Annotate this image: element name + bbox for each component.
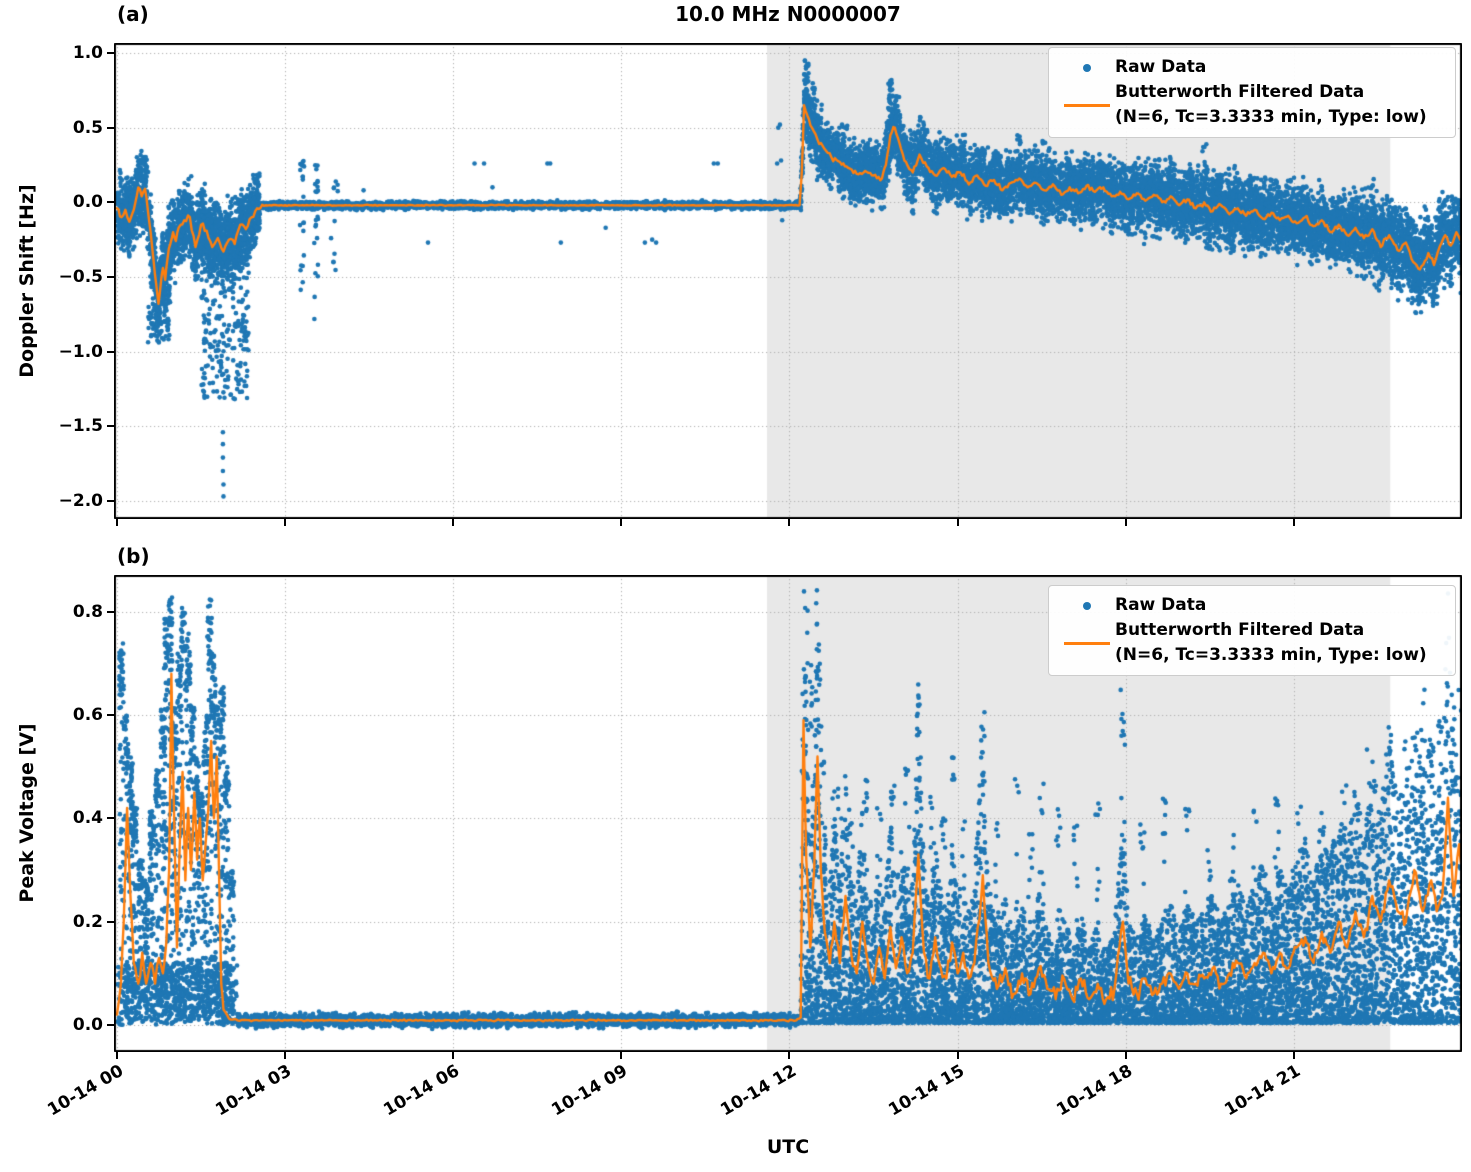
y-tick-label: 0.0 — [72, 1015, 103, 1035]
filtered-data-marker-icon — [1064, 104, 1110, 107]
x-tick-mark — [284, 1052, 287, 1059]
y-tick-mark — [107, 817, 114, 820]
y-tick-mark — [107, 350, 114, 353]
legend-filtered-entry: Butterworth Filtered Data (N=6, Tc=3.333… — [1059, 80, 1447, 130]
y-tick-label: 0.8 — [72, 601, 103, 622]
x-tick-label: 10-14 15 — [884, 1061, 968, 1121]
y-tick-label: 0.4 — [72, 808, 103, 829]
x-tick-mark — [956, 1052, 959, 1059]
x-tick-mark — [452, 1052, 455, 1059]
y-tick-mark — [107, 920, 114, 923]
legend-raw-entry: Raw Data — [1059, 593, 1447, 618]
x-tick-label: 10-14 18 — [1053, 1061, 1136, 1121]
raw-data-marker-icon — [1083, 602, 1091, 610]
y-tick-mark — [107, 52, 114, 54]
x-tick-label: 10-14 06 — [380, 1061, 464, 1121]
legend-raw-label: Raw Data — [1115, 595, 1207, 615]
y-tick-mark — [107, 610, 114, 613]
y-tick-mark — [107, 499, 114, 502]
y-tick-mark — [107, 201, 114, 204]
panel-a-label: (a) — [117, 2, 149, 26]
panel-b-label: (b) — [117, 544, 150, 568]
legend-filtered-sub-label: (N=6, Tc=3.3333 min, Type: low) — [1115, 107, 1427, 127]
x-tick-mark — [1292, 519, 1295, 526]
x-axis-label: UTC — [766, 1136, 810, 1158]
chart-title: 10.0 MHz N0000007 — [675, 2, 901, 26]
x-tick-mark — [1124, 519, 1127, 526]
y-tick-label: 0.0 — [72, 192, 103, 213]
panel-a-legend: Raw Data Butterworth Filtered Data (N=6,… — [1048, 47, 1456, 138]
x-tick-mark — [452, 519, 455, 526]
x-tick-mark — [1124, 1052, 1127, 1059]
filtered-data-marker-icon — [1064, 642, 1110, 645]
x-tick-mark — [116, 519, 118, 526]
x-tick-label: 10-14 21 — [1221, 1061, 1304, 1121]
raw-data-marker-icon — [1083, 64, 1091, 72]
y-tick-label: 1.0 — [72, 43, 103, 63]
x-tick-mark — [116, 1052, 118, 1059]
legend-filtered-entry: Butterworth Filtered Data (N=6, Tc=3.333… — [1059, 618, 1447, 668]
y-tick-label: −1.0 — [58, 341, 103, 362]
y-tick-mark — [107, 714, 114, 717]
y-tick-label: 0.2 — [72, 911, 103, 932]
legend-filtered-sub-label: (N=6, Tc=3.3333 min, Type: low) — [1115, 645, 1427, 665]
legend-raw-entry: Raw Data — [1059, 55, 1447, 80]
y-tick-label: 0.6 — [72, 705, 103, 726]
y-tick-mark — [107, 126, 114, 129]
y-tick-label: −1.5 — [58, 416, 103, 437]
legend-raw-label: Raw Data — [1115, 57, 1207, 77]
x-tick-label: 10-14 00 — [44, 1061, 127, 1121]
y-tick-label: −0.5 — [58, 266, 103, 287]
x-tick-mark — [956, 519, 959, 526]
x-tick-mark — [284, 519, 287, 526]
panel-b-legend: Raw Data Butterworth Filtered Data (N=6,… — [1048, 585, 1456, 676]
legend-filtered-label: Butterworth Filtered Data — [1115, 620, 1365, 640]
y-tick-label: 0.5 — [72, 117, 103, 138]
x-tick-mark — [1292, 1052, 1295, 1059]
x-tick-mark — [788, 1052, 791, 1059]
x-tick-mark — [788, 519, 791, 526]
y-tick-mark — [107, 275, 114, 278]
y-tick-mark — [107, 425, 114, 428]
x-tick-mark — [620, 519, 623, 526]
x-tick-mark — [620, 1052, 623, 1059]
x-tick-label: 10-14 09 — [548, 1061, 632, 1121]
legend-filtered-label: Butterworth Filtered Data — [1115, 82, 1365, 102]
x-tick-label: 10-14 12 — [716, 1061, 800, 1121]
y-tick-label: −2.0 — [58, 490, 103, 511]
x-tick-label: 10-14 03 — [212, 1061, 296, 1121]
y-tick-mark — [107, 1024, 114, 1026]
